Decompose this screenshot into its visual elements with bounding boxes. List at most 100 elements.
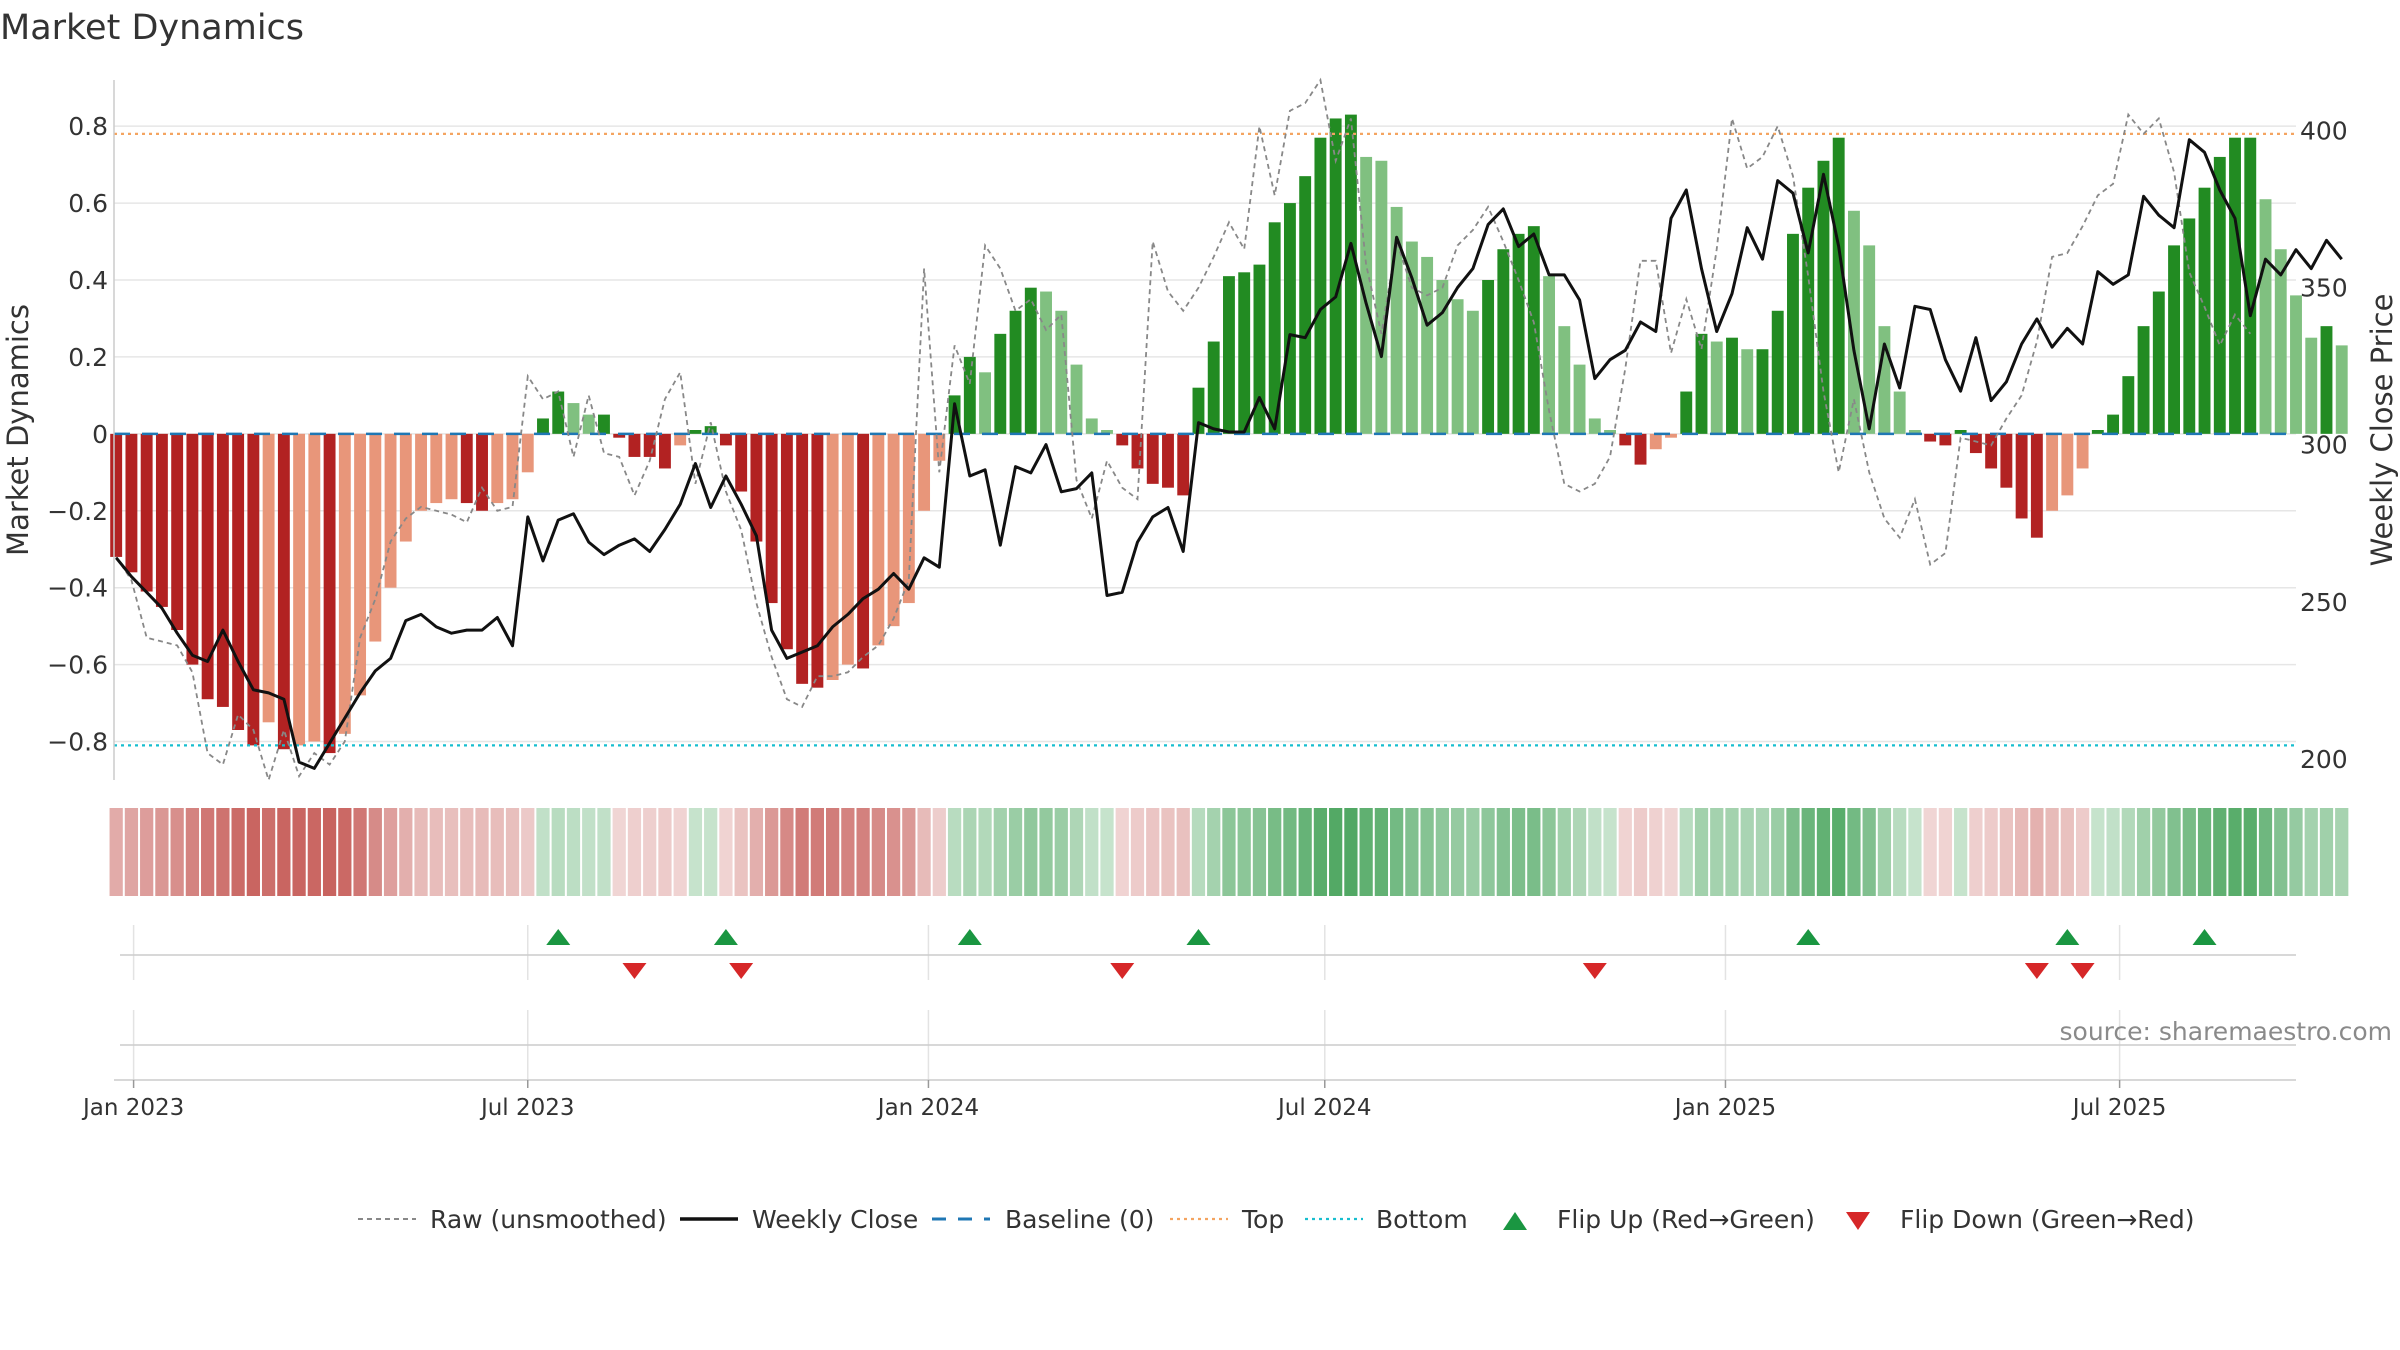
regime-cell <box>1740 808 1754 896</box>
regime-cell <box>444 808 459 896</box>
dynamics-bar <box>1390 206 1403 434</box>
y2-tick-label: 300 <box>2300 431 2348 460</box>
regime-cell <box>719 808 733 896</box>
dynamics-bar <box>537 418 549 434</box>
dynamics-bar <box>1421 256 1434 434</box>
dynamics-bar <box>1863 245 1876 434</box>
regime-cell <box>688 808 703 896</box>
regime-cell <box>1176 808 1190 896</box>
regime-cell <box>582 808 596 896</box>
dynamics-bar <box>1405 241 1418 434</box>
dynamics-bar <box>201 433 214 700</box>
dynamics-bar <box>872 433 885 646</box>
regime-cell <box>1511 808 1526 896</box>
dynamics-bar <box>643 433 656 457</box>
dynamics-bar <box>613 433 626 438</box>
regime-cell <box>2060 808 2074 896</box>
dynamics-bar <box>262 433 275 723</box>
regime-cell <box>765 808 779 896</box>
regime-cell <box>1954 808 1968 896</box>
dynamics-bar <box>1207 341 1220 434</box>
regime-cell <box>1710 808 1724 896</box>
regime-cell <box>1237 808 1251 896</box>
dynamics-bar <box>1573 364 1586 434</box>
dynamics-bar <box>399 433 412 542</box>
regime-cell <box>795 808 809 896</box>
dynamics-bar <box>719 433 732 446</box>
regime-strip <box>109 808 2349 896</box>
regime-cell <box>1786 808 1800 896</box>
regime-cell <box>643 808 657 896</box>
regime-cell <box>1435 808 1449 896</box>
y-tick-label: −0.4 <box>47 574 108 603</box>
dynamics-bar <box>1954 430 1967 434</box>
regime-cell <box>1450 808 1465 896</box>
regime-cell <box>338 808 352 896</box>
dynamics-bar <box>1451 299 1464 434</box>
dynamics-bar <box>2259 199 2272 434</box>
y-tick-label: −0.2 <box>47 497 108 526</box>
regime-cell <box>1923 808 1937 896</box>
dynamics-bar <box>704 426 717 434</box>
regime-cell <box>1298 808 1312 896</box>
dynamics-bar <box>1101 430 1113 434</box>
dynamics-bar <box>2198 187 2211 434</box>
flip-down-marker <box>622 963 647 979</box>
regime-cell <box>1359 808 1373 896</box>
dynamics-bar <box>1787 233 1799 434</box>
dynamics-bar <box>1131 433 1144 469</box>
flip-up-marker <box>1796 929 1821 945</box>
y2-tick-label: 250 <box>2300 588 2348 617</box>
dynamics-bar <box>933 433 946 461</box>
dynamics-bar <box>887 433 900 627</box>
dynamics-bar <box>476 433 488 511</box>
regime-cell <box>155 808 169 896</box>
dynamics-bar <box>1436 280 1449 434</box>
dynamics-bar <box>1771 310 1784 434</box>
dynamics-bar <box>2335 345 2348 434</box>
x-tick-label: Jul 2025 <box>2071 1095 2167 1121</box>
dynamics-bar <box>2183 218 2196 434</box>
regime-cell <box>871 808 885 896</box>
regime-cell <box>170 808 184 896</box>
regime-cell <box>1618 808 1632 896</box>
x-tick-label: Jan 2025 <box>1673 1095 1776 1121</box>
dynamics-bar <box>1070 364 1083 434</box>
dynamics-bar <box>232 433 245 730</box>
dynamics-bar <box>750 433 763 542</box>
regime-cell <box>2167 808 2181 896</box>
regime-cell <box>841 808 855 896</box>
regime-cell <box>307 808 321 896</box>
regime-cell <box>1222 808 1236 896</box>
regime-cell <box>1527 808 1541 896</box>
regime-cell <box>551 808 565 896</box>
regime-cell <box>475 808 489 896</box>
source-label: source: sharemaestro.com <box>2060 1017 2393 1046</box>
regime-cell <box>1100 808 1114 896</box>
dynamics-bar <box>1055 310 1068 434</box>
dynamics-bar <box>506 433 519 500</box>
flip-down-marker <box>729 963 754 979</box>
y-tick-label: 0.6 <box>68 189 108 218</box>
regime-cell <box>1481 808 1495 896</box>
regime-cell <box>1405 808 1419 896</box>
regime-cell <box>1679 808 1693 896</box>
regime-cell <box>1329 808 1343 896</box>
dynamics-bar <box>308 433 321 742</box>
dynamics-bar <box>994 333 1007 434</box>
dynamics-bar <box>2046 433 2059 511</box>
regime-cell <box>1130 808 1145 896</box>
regime-cell <box>1725 808 1739 896</box>
regime-cell <box>2274 808 2288 896</box>
dynamics-bar <box>1710 341 1723 434</box>
dynamics-bar <box>2305 337 2318 434</box>
y-tick-label: 0 <box>92 420 108 449</box>
raw-line <box>115 77 2252 784</box>
dynamics-bar <box>1024 287 1037 434</box>
dynamics-bar <box>2137 326 2150 434</box>
y-tick-label: 0.8 <box>68 112 108 141</box>
dynamics-bar <box>460 433 473 504</box>
regime-cell <box>1588 808 1602 896</box>
regime-cell <box>1207 808 1221 896</box>
flip-up-marker <box>2192 929 2217 945</box>
